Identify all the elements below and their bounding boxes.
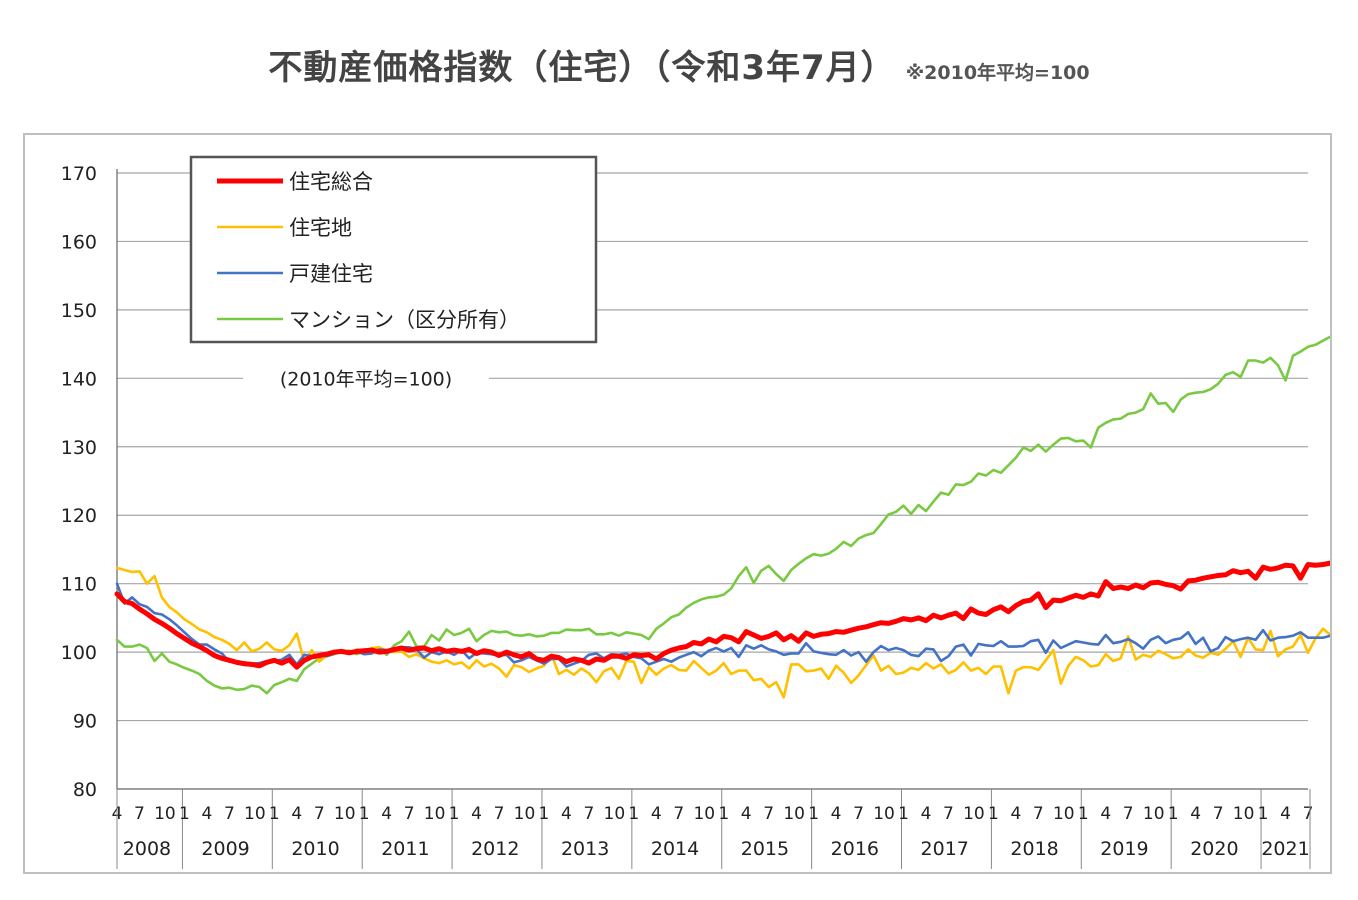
x-month-label: 10 (334, 804, 356, 824)
y-tick-label: 90 (73, 711, 97, 733)
x-month-label: 1 (539, 804, 550, 824)
series-line-3 (115, 582, 1330, 668)
x-month-label: 1 (1168, 804, 1179, 824)
x-month-label: 1 (179, 804, 190, 824)
chart-annotation: (2010年平均=100) (243, 362, 489, 395)
x-month-label: 7 (943, 804, 954, 824)
chart-frame: 170 160 150 140 130 120 110 100 90 80 2008 4 7 10 200… (23, 133, 1332, 874)
x-month-label: 10 (963, 804, 985, 824)
x-month-label: 4 (471, 804, 482, 824)
x-month-label: 4 (651, 804, 662, 824)
x-month-label: 1 (718, 804, 729, 824)
legend-label-3: 戸建住宅 (289, 262, 373, 286)
x-month-label: 7 (1033, 804, 1044, 824)
legend-label-1: 住宅総合 (289, 170, 373, 194)
x-year-label: 2019 (1100, 838, 1148, 860)
x-year-label: 2013 (561, 838, 609, 860)
legend-box (189, 155, 598, 344)
y-tick-label: 80 (73, 779, 97, 801)
x-month-label: 7 (583, 804, 594, 824)
x-year-label: 2015 (741, 838, 789, 860)
x-month-label: 4 (561, 804, 572, 824)
legend-label-2: 住宅地 (289, 216, 352, 240)
x-month-label: 7 (314, 804, 325, 824)
x-month-label: 1 (988, 804, 999, 824)
x-month-label: 7 (134, 804, 145, 824)
y-tick-label: 160 (61, 231, 97, 253)
x-month-label: 4 (291, 804, 302, 824)
x-month-label: 7 (673, 804, 684, 824)
x-year-label: 2021 (1261, 838, 1309, 860)
x-month-label: 10 (693, 804, 715, 824)
x-month-label: 7 (494, 804, 505, 824)
x-month-label: 10 (1053, 804, 1075, 824)
x-month-label: 1 (449, 804, 460, 824)
x-month-label: 10 (1233, 804, 1255, 824)
chart-title: 不動産価格指数（住宅）（令和3年7月） (268, 48, 896, 88)
x-month-label: 1 (359, 804, 370, 824)
annotation-bg (243, 362, 489, 395)
y-tick-label: 100 (61, 642, 97, 664)
chart-title-area: 不動産価格指数（住宅）（令和3年7月） ※2010年平均=100 (0, 40, 1358, 89)
x-year-label: 2010 (291, 838, 339, 860)
x-month-label: 10 (424, 804, 446, 824)
x-year-label: 2008 (123, 838, 171, 860)
x-month-label: 4 (201, 804, 212, 824)
x-year-label: 2018 (1010, 838, 1058, 860)
y-tick-label: 140 (61, 368, 97, 390)
y-axis-ticks: 170 160 150 140 130 120 110 100 90 80 (61, 163, 97, 801)
x-month-label: 10 (873, 804, 895, 824)
x-month-label: 4 (1100, 804, 1111, 824)
x-month-label: 4 (1280, 804, 1291, 824)
x-month-label: 10 (1143, 804, 1165, 824)
y-tick-label: 110 (61, 574, 97, 596)
x-month-label: 4 (831, 804, 842, 824)
x-year-label: 2017 (921, 838, 969, 860)
x-month-label: 7 (1303, 804, 1314, 824)
x-month-label: 4 (1010, 804, 1021, 824)
y-tick-label: 130 (61, 437, 97, 459)
x-month-label: 7 (763, 804, 774, 824)
x-month-label: 1 (898, 804, 909, 824)
x-year-label: 2014 (651, 838, 699, 860)
y-tick-label: 150 (61, 300, 97, 322)
x-month-label: 4 (741, 804, 752, 824)
x-month-label: 1 (269, 804, 280, 824)
legend-label-4: マンション（区分所有） (289, 308, 520, 332)
series-lines (114, 335, 1330, 699)
x-month-label: 7 (224, 804, 235, 824)
x-month-label: 10 (783, 804, 805, 824)
x-year-label: 2020 (1190, 838, 1238, 860)
x-month-label: 1 (1078, 804, 1089, 824)
x-month-label: 1 (1258, 804, 1269, 824)
x-month-label: 7 (404, 804, 415, 824)
x-year-label: 2009 (201, 838, 249, 860)
y-tick-label: 170 (61, 163, 97, 185)
x-year-label: 2012 (471, 838, 519, 860)
x-month-label: 10 (244, 804, 266, 824)
x-month-label: 4 (1190, 804, 1201, 824)
y-tick-label: 120 (61, 505, 97, 527)
x-month-label: 10 (604, 804, 626, 824)
x-month-label: 7 (1213, 804, 1224, 824)
x-month-label: 1 (628, 804, 639, 824)
x-month-label: 4 (381, 804, 392, 824)
series-line-2 (115, 566, 1330, 699)
x-month-label: 10 (154, 804, 176, 824)
chart-title-note: ※2010年平均=100 (905, 62, 1090, 84)
x-month-label: 4 (921, 804, 932, 824)
x-year-label: 2016 (831, 838, 879, 860)
x-month-label: 10 (514, 804, 536, 824)
x-month-label: 7 (1123, 804, 1134, 824)
x-month-label: 7 (853, 804, 864, 824)
x-year-label: 2011 (381, 838, 429, 860)
x-month-label: 1 (808, 804, 819, 824)
annotation-text: (2010年平均=100) (280, 368, 452, 390)
series-line-1 (114, 560, 1330, 670)
